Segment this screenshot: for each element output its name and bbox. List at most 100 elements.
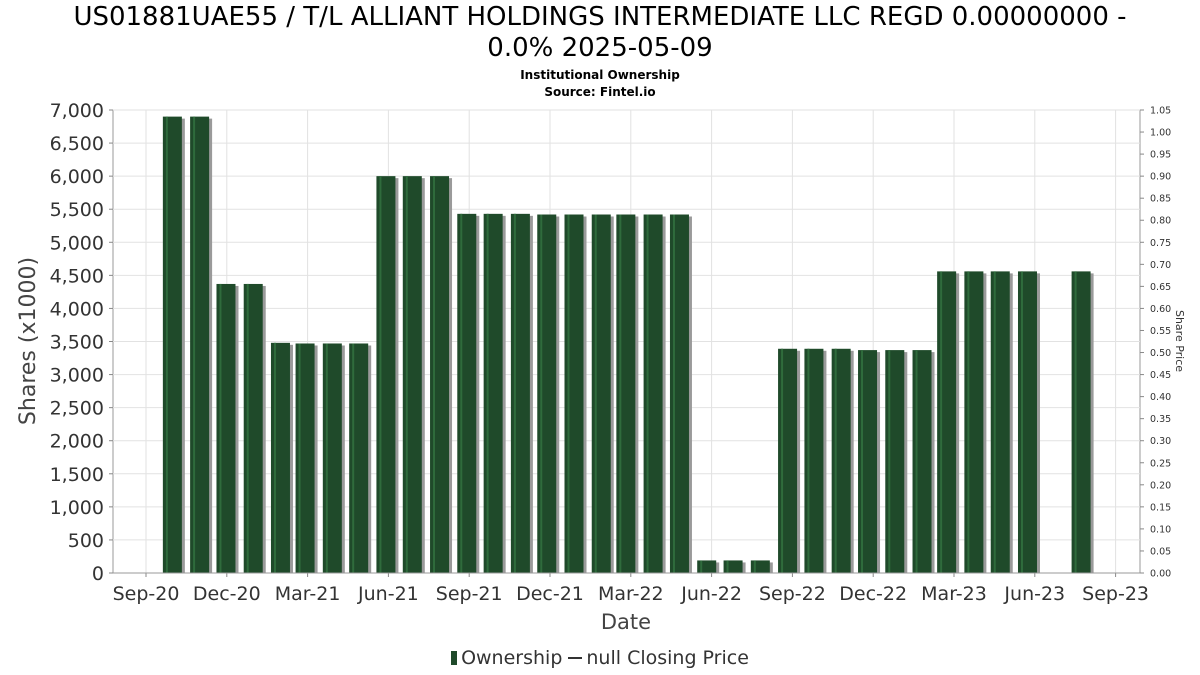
bar-highlight [861, 350, 864, 573]
bar-highlight [1020, 271, 1023, 573]
bar-highlight [619, 214, 622, 573]
y-right-tick-label: 0.95 [1150, 150, 1171, 161]
y-right-tick-label: 1.05 [1150, 106, 1171, 117]
bar-highlight [967, 271, 970, 573]
legend-ownership-label: Ownership [461, 647, 563, 669]
ownership-bar [885, 350, 905, 573]
x-tick-label: Sep-22 [759, 583, 826, 605]
ownership-bar [858, 350, 878, 573]
y-right-tick-label: 0.60 [1150, 304, 1171, 315]
chart-source: Source: Fintel.io [544, 85, 656, 99]
ownership-bar [750, 560, 770, 573]
bars [162, 116, 1094, 573]
y-right-tick-label: 0.15 [1150, 502, 1171, 513]
ownership-bar [643, 214, 663, 573]
x-tick-label: Mar-22 [598, 583, 664, 605]
y-tick-label: 2,000 [50, 431, 104, 453]
y-axis-left: 0 500 1,000 1,500 2,000 2,500 3,000 3,500 4,000 4… [50, 100, 113, 585]
y-tick-label: 3,500 [50, 332, 104, 354]
y-tick-label: 2,500 [50, 398, 104, 420]
ownership-bar [537, 214, 557, 573]
bar-highlight [405, 176, 408, 573]
bar-highlight [672, 214, 675, 573]
bar-highlight [834, 348, 837, 573]
bar-highlight [193, 116, 196, 573]
y-axis-label-right: Share Price [1173, 310, 1186, 372]
y-axis-label: Shares (x1000) [16, 257, 41, 425]
ownership-bar [510, 213, 530, 573]
ownership-bar [831, 348, 851, 573]
legend: Ownership null Closing Price [0, 647, 1200, 669]
bar-highlight [993, 271, 996, 573]
ownership-bar [697, 560, 717, 573]
ownership-bar [912, 350, 932, 573]
bar-highlight [246, 283, 249, 573]
bar-highlight [352, 343, 355, 573]
ownership-bar [591, 214, 611, 573]
ownership-bar [270, 342, 290, 573]
y-right-tick-label: 0.45 [1150, 370, 1171, 381]
y-right-tick-label: 0.65 [1150, 282, 1171, 293]
x-tick-label: Mar-21 [275, 583, 341, 605]
ownership-bar [937, 271, 957, 573]
y-right-tick-label: 0.25 [1150, 458, 1171, 469]
bar-highlight [540, 214, 543, 573]
ownership-bar [964, 271, 984, 573]
y-right-tick-label: 0.70 [1150, 260, 1171, 271]
ownership-bar [483, 213, 503, 573]
ownership-bar [669, 214, 689, 573]
y-right-tick-label: 0.55 [1150, 326, 1171, 337]
bar-highlight [460, 213, 463, 573]
y-tick-label: 6,500 [50, 133, 104, 155]
y-right-tick-label: 0.00 [1150, 569, 1171, 580]
ownership-bar [457, 213, 477, 573]
bar-highlight [781, 348, 784, 573]
y-right-tick-label: 1.00 [1150, 128, 1171, 139]
y-tick-label: 7,000 [50, 100, 104, 122]
ownership-bar [322, 343, 342, 573]
bar-highlight [486, 213, 489, 573]
ownership-bar [616, 214, 636, 573]
bar-highlight [594, 214, 597, 573]
y-right-tick-label: 0.40 [1150, 392, 1171, 403]
y-tick-label: 3,000 [50, 365, 104, 387]
ownership-bar [564, 214, 584, 573]
y-tick-label: 5,500 [50, 199, 104, 221]
ownership-bar [376, 176, 396, 573]
x-tick-label: Mar-23 [921, 583, 987, 605]
x-tick-label: Sep-20 [113, 583, 180, 605]
x-tick-label: Sep-21 [436, 583, 503, 605]
ownership-bar [402, 176, 422, 573]
x-tick-label: Jun-23 [1003, 583, 1065, 605]
bar-highlight [807, 348, 810, 573]
ownership-bar [162, 116, 182, 573]
bar-highlight [433, 176, 436, 573]
ownership-chart: 0 500 1,000 1,500 2,000 2,500 3,000 3,500 4,000 4… [16, 100, 1186, 634]
y-right-tick-label: 0.75 [1150, 238, 1171, 249]
y-right-tick-label: 0.85 [1150, 194, 1171, 205]
y-right-tick-label: 0.10 [1150, 524, 1171, 535]
bar-highlight [513, 213, 516, 573]
chart-title-line2: 0.0% 2025-05-09 [487, 33, 713, 63]
bar-highlight [379, 176, 382, 573]
ownership-bar [190, 116, 210, 573]
bar-highlight [567, 214, 570, 573]
ownership-bar [349, 343, 369, 573]
bar-highlight [298, 343, 301, 573]
ownership-bar [778, 348, 798, 573]
bar-highlight [165, 116, 168, 573]
y-right-tick-label: 0.90 [1150, 172, 1171, 183]
x-tick-label: Dec-20 [193, 583, 261, 605]
ownership-bar [990, 271, 1010, 573]
x-axis: Sep-20 Dec-20 Mar-21 Jun-21 Sep-21 Dec-21 Mar-… [113, 572, 1149, 605]
x-tick-label: Jun-22 [680, 583, 742, 605]
y-tick-label: 4,500 [50, 265, 104, 287]
bar-highlight [726, 560, 729, 573]
x-tick-label: Dec-22 [839, 583, 907, 605]
bar-highlight [753, 560, 756, 573]
ownership-bar [1071, 271, 1091, 573]
y-right-tick-label: 0.50 [1150, 348, 1171, 359]
ownership-bar [804, 348, 824, 573]
y-right-tick-label: 0.80 [1150, 216, 1171, 227]
x-tick-label: Jun-21 [357, 583, 419, 605]
